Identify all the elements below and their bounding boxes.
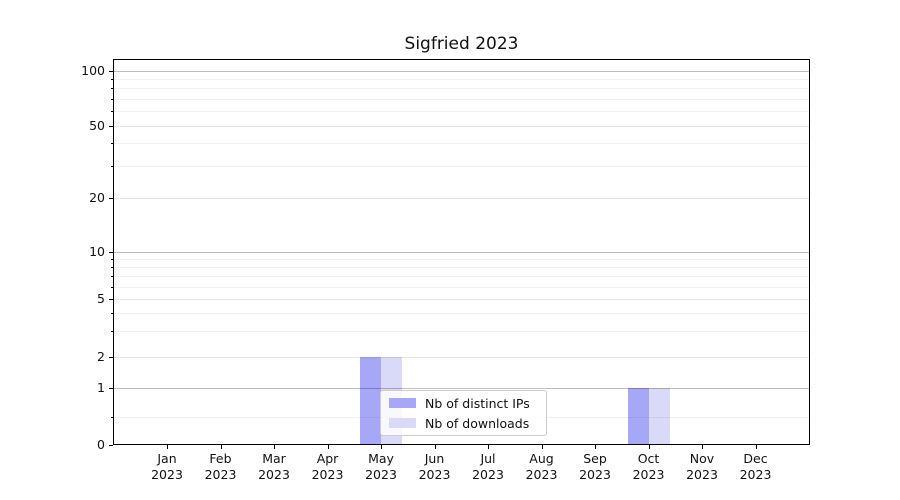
x-tick-label: Jan 2023 (151, 451, 183, 482)
y-gridline-minor (114, 79, 809, 80)
y-gridline-minor (114, 111, 809, 112)
y-tick (109, 445, 113, 446)
y-gridline (114, 357, 809, 358)
y-tick (109, 388, 113, 389)
y-gridline-minor (114, 88, 809, 89)
y-tick-minor (111, 143, 113, 144)
x-tick (649, 445, 650, 449)
y-tick (109, 198, 113, 199)
y-tick (109, 126, 113, 127)
y-gridline (114, 299, 809, 300)
bar-distinct-ips-may (360, 356, 381, 444)
y-tick-minor (111, 331, 113, 332)
y-tick-label: 2 (97, 348, 105, 364)
y-tick-minor (111, 313, 113, 314)
bar-downloads-oct (648, 388, 670, 444)
y-gridline (114, 126, 809, 127)
bar-distinct-ips-oct (627, 388, 649, 444)
y-gridline-minor (114, 313, 809, 314)
legend-label-distinct-ips: Nb of distinct IPs (425, 395, 530, 411)
y-tick-minor (111, 99, 113, 100)
x-tick (756, 445, 757, 449)
y-gridline-minor (114, 143, 809, 144)
y-tick-minor (111, 259, 113, 260)
y-tick (109, 299, 113, 300)
y-tick-label: 1 (97, 380, 105, 395)
y-gridline-minor (114, 99, 809, 100)
y-tick-label: 0 (97, 437, 105, 452)
x-tick-label: Aug 2023 (525, 451, 558, 482)
x-tick (702, 445, 703, 449)
x-tick (221, 445, 222, 449)
y-gridline (114, 388, 809, 389)
x-tick (542, 445, 543, 449)
x-tick-label: Oct 2023 (632, 451, 665, 482)
x-tick (435, 445, 436, 449)
plot-area (113, 59, 810, 445)
y-tick-minor (111, 79, 113, 80)
y-gridline (114, 252, 809, 253)
y-gridline-minor (114, 259, 809, 260)
y-gridline-minor (114, 287, 809, 288)
chart-title: Sigfried 2023 (404, 34, 519, 54)
legend-swatch-downloads (389, 418, 416, 428)
y-gridline-minor (114, 166, 809, 167)
y-tick-minor (111, 166, 113, 167)
x-tick-label: Sep 2023 (579, 451, 611, 482)
y-tick (109, 357, 113, 358)
x-tick-label: Feb 2023 (204, 451, 237, 482)
x-tick-label: Nov 2023 (686, 451, 718, 482)
x-tick (167, 445, 168, 449)
x-tick (381, 445, 382, 449)
y-gridline (114, 71, 809, 72)
y-tick-minor (111, 88, 113, 89)
y-gridline (114, 198, 809, 199)
y-gridline-minor (114, 276, 809, 277)
y-tick-minor (111, 287, 113, 288)
x-tick (328, 445, 329, 449)
legend: Nb of distinct IPs Nb of downloads (380, 390, 547, 436)
x-tick-label: Mar 2023 (258, 451, 290, 482)
y-tick-minor (111, 111, 113, 112)
y-tick-label: 50 (89, 118, 105, 133)
legend-row-downloads: Nb of downloads (389, 416, 540, 431)
legend-row-distinct-ips: Nb of distinct IPs (389, 396, 540, 411)
x-tick (595, 445, 596, 449)
y-tick-label: 10 (89, 243, 105, 259)
y-tick-label: 5 (97, 291, 105, 306)
y-tick-minor (111, 276, 113, 277)
x-tick-label: May 2023 (365, 451, 397, 482)
legend-label-downloads: Nb of downloads (425, 415, 530, 431)
x-tick-label: Dec 2023 (739, 451, 772, 482)
x-tick-label: Apr 2023 (311, 451, 344, 482)
x-tick-label: Jun 2023 (418, 451, 451, 482)
y-tick (109, 71, 113, 72)
x-tick (274, 445, 275, 449)
legend-swatch-distinct-ips (389, 398, 416, 408)
y-gridline-minor (114, 267, 809, 268)
y-tick-minor (111, 417, 113, 418)
y-tick-minor (111, 267, 113, 268)
y-tick (109, 252, 113, 253)
x-tick (488, 445, 489, 449)
y-tick-label: 20 (89, 189, 105, 205)
y-tick-label: 100 (81, 62, 105, 78)
x-tick-label: Jul 2023 (472, 451, 504, 482)
y-gridline-minor (114, 331, 809, 332)
